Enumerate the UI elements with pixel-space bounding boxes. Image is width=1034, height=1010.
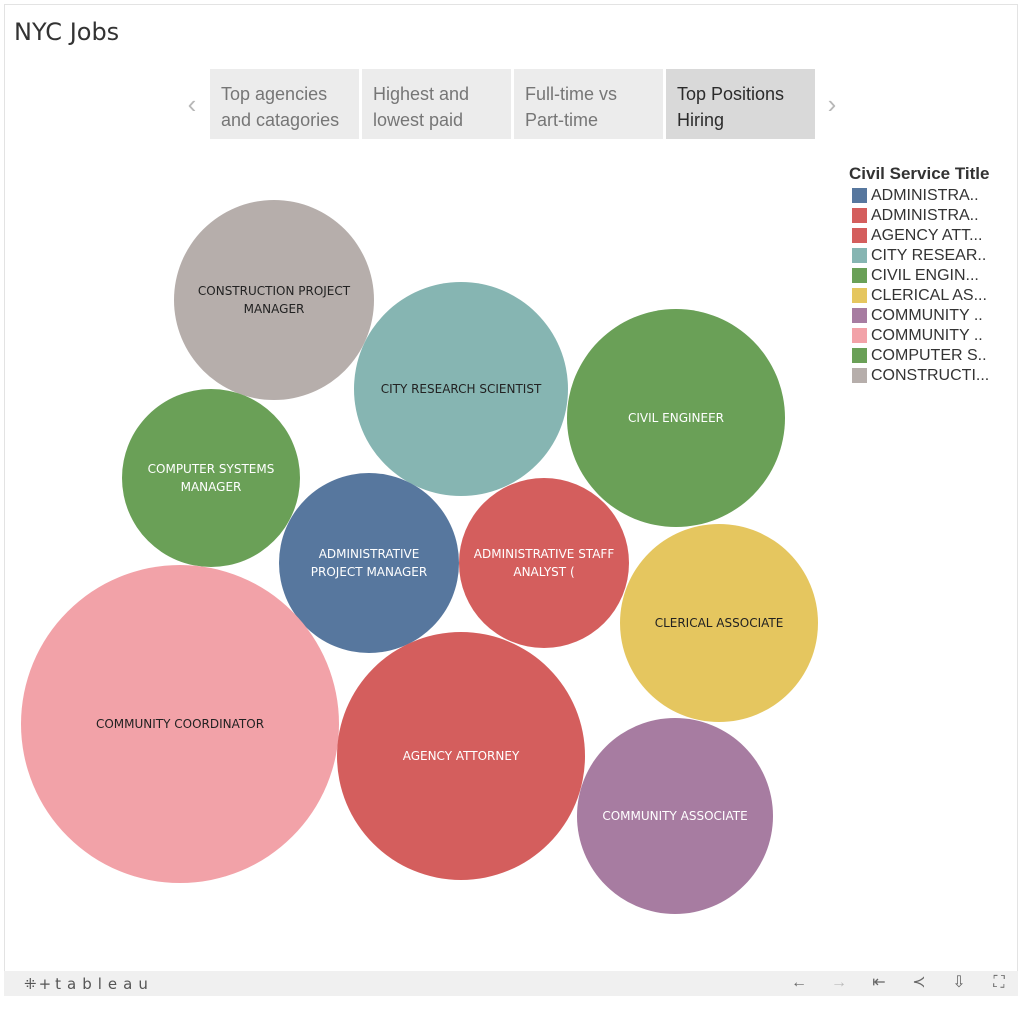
legend-label: CONSTRUCTI... [871, 367, 990, 384]
chevron-right-icon[interactable]: › [827, 89, 837, 119]
bubble-circle[interactable] [459, 478, 629, 648]
bubble[interactable]: AGENCY ATTORNEY [337, 632, 585, 880]
bubble-label: PROJECT MANAGER [311, 565, 427, 579]
story-point-top-positions-hiring[interactable]: Top Positions Hiring [666, 69, 815, 139]
legend-title: Civil Service Title [849, 164, 990, 183]
bubble-circle[interactable] [337, 632, 585, 880]
bubble-label: CITY RESEARCH SCIENTIST [381, 382, 542, 396]
legend-item[interactable]: CONSTRUCTI... [849, 366, 994, 386]
legend-item[interactable]: CIVIL ENGIN... [849, 266, 994, 286]
footer-toolbar: ⁜+ tableau ← → ⇤ ≺ ⇩ ⛶ [4, 971, 1018, 996]
legend-label: COMMUNITY .. [871, 307, 983, 324]
download-icon[interactable]: ⇩ [952, 974, 966, 991]
legend-swatch [852, 228, 867, 243]
revert-icon[interactable]: ⇤ [872, 974, 886, 991]
legend-item[interactable]: ADMINISTRA.. [849, 186, 994, 206]
legend-item[interactable]: COMMUNITY .. [849, 326, 994, 346]
legend-swatch [852, 288, 867, 303]
legend-swatch [852, 348, 867, 363]
legend-item[interactable]: CLERICAL AS... [849, 286, 994, 306]
bubble-circle[interactable] [577, 718, 773, 914]
bubble-circle[interactable] [279, 473, 459, 653]
legend-label: CLERICAL AS... [871, 287, 987, 304]
bubble-label: CIVIL ENGINEER [628, 411, 724, 425]
legend-item[interactable]: COMPUTER S.. [849, 346, 994, 366]
bubble-circle[interactable] [122, 389, 300, 567]
bubble-circle[interactable] [620, 524, 818, 722]
tableau-logo[interactable]: ⁜+ tableau [24, 975, 154, 993]
legend-item[interactable]: COMMUNITY .. [849, 306, 994, 326]
bubble-chart: CONSTRUCTION PROJECT MANAGER CITY RESEARCH… [21, 200, 818, 914]
bubble-label: AGENCY ATTORNEY [403, 749, 520, 763]
legend-swatch [852, 328, 867, 343]
undo-icon[interactable]: ← [791, 974, 807, 991]
story-point-full-vs-part-time[interactable]: Full-time vs Part-time [514, 69, 663, 139]
bubble[interactable]: CITY RESEARCH SCIENTIST [354, 282, 568, 496]
bubble-label: CONSTRUCTION PROJECT [198, 284, 351, 298]
legend-label: AGENCY ATT... [871, 227, 983, 244]
legend-label: COMMUNITY .. [871, 327, 983, 344]
bubble[interactable]: CLERICAL ASSOCIATE [620, 524, 818, 722]
story-point-highest-lowest-paid[interactable]: Highest and lowest paid [362, 69, 511, 139]
legend-swatch [852, 188, 867, 203]
legend-swatch [852, 268, 867, 283]
legend-item[interactable]: CITY RESEAR.. [849, 246, 994, 266]
tableau-mark-icon: ⁜+ [24, 975, 54, 993]
bubble[interactable]: COMMUNITY ASSOCIATE [577, 718, 773, 914]
bubble[interactable]: ADMINISTRATIVE PROJECT MANAGER [279, 473, 459, 653]
page-title: NYC Jobs [14, 18, 120, 46]
legend-swatch [852, 248, 867, 263]
bubble[interactable]: COMPUTER SYSTEMS MANAGER [122, 389, 300, 567]
bubble[interactable]: ADMINISTRATIVE STAFF ANALYST ( [459, 478, 629, 648]
bubble-label: MANAGER [181, 480, 242, 494]
bubble-circle[interactable] [21, 565, 339, 883]
legend-swatch [852, 208, 867, 223]
redo-icon[interactable]: → [831, 974, 847, 991]
bubble-label: COMPUTER SYSTEMS [148, 462, 275, 476]
legend-label: ADMINISTRA.. [871, 207, 979, 224]
legend-item[interactable]: AGENCY ATT... [849, 226, 994, 246]
bubble-label: ANALYST ( [513, 565, 574, 579]
bubble-label: CLERICAL ASSOCIATE [655, 616, 784, 630]
bubble-label: COMMUNITY ASSOCIATE [602, 809, 747, 823]
tableau-wordmark: tableau [55, 975, 154, 993]
legend-label: COMPUTER S.. [871, 347, 987, 364]
bubble-circle[interactable] [174, 200, 374, 400]
bubble-circle[interactable] [567, 309, 785, 527]
story-point-top-agencies[interactable]: Top agencies and catagories [210, 69, 359, 139]
bubble-circle[interactable] [354, 282, 568, 496]
bubble-label: COMMUNITY COORDINATOR [96, 717, 264, 731]
bubble[interactable]: COMMUNITY COORDINATOR [21, 565, 339, 883]
bubble[interactable]: CIVIL ENGINEER [567, 309, 785, 527]
bubble[interactable]: CONSTRUCTION PROJECT MANAGER [174, 200, 374, 400]
legend-label: CITY RESEAR.. [871, 247, 987, 264]
share-icon[interactable]: ≺ [912, 974, 926, 991]
bubble-label: MANAGER [244, 302, 305, 316]
bubble-label: ADMINISTRATIVE STAFF [474, 547, 615, 561]
bubble-label: ADMINISTRATIVE [319, 547, 420, 561]
legend-item[interactable]: ADMINISTRA.. [849, 206, 994, 226]
legend-label: ADMINISTRA.. [871, 187, 979, 204]
legend-label: CIVIL ENGIN... [871, 267, 979, 284]
legend: Civil Service Title ADMINISTRA.. ADMINIST… [849, 164, 994, 386]
fullscreen-icon[interactable]: ⛶ [993, 974, 1005, 991]
legend-swatch [852, 368, 867, 383]
legend-swatch [852, 308, 867, 323]
chevron-left-icon[interactable]: ‹ [187, 89, 197, 119]
